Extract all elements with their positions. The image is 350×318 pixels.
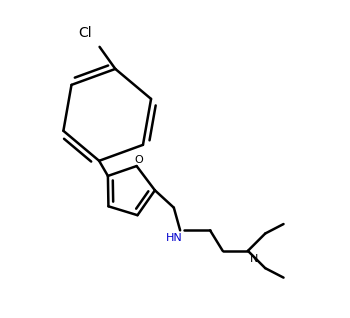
- Text: O: O: [135, 156, 144, 165]
- Text: Cl: Cl: [78, 26, 92, 40]
- Text: HN: HN: [166, 233, 183, 243]
- Text: N: N: [250, 254, 258, 264]
